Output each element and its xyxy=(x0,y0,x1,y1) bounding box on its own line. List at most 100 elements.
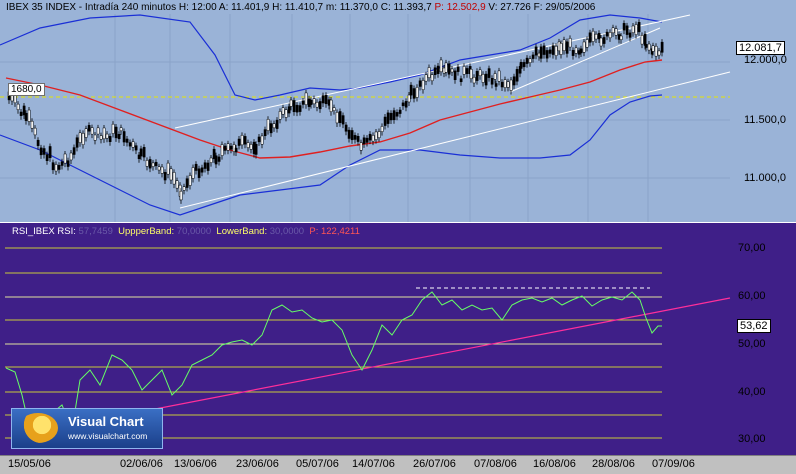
candle-body xyxy=(608,32,612,39)
candle-body xyxy=(166,162,170,175)
logo-url: www.visualchart.com xyxy=(68,431,148,441)
candle-body xyxy=(341,115,345,125)
date-label: 28/08/06 xyxy=(592,458,635,470)
candle-body xyxy=(194,163,198,171)
candle-body xyxy=(172,172,176,185)
candle-body xyxy=(122,131,126,143)
candle-body xyxy=(125,138,129,143)
candle-body xyxy=(591,30,595,42)
candle-body xyxy=(324,94,328,105)
level-tag: 1680,0 xyxy=(8,83,45,96)
candle-body xyxy=(96,127,100,135)
visual-chart-logo: Visual Chart www.visualchart.com xyxy=(11,408,163,449)
candle-body xyxy=(214,155,218,165)
candle-body xyxy=(660,41,664,53)
candle-body xyxy=(99,135,103,140)
candle-body xyxy=(412,88,416,99)
candle-body xyxy=(548,49,552,54)
candle-body xyxy=(75,137,79,148)
candle-body xyxy=(497,70,501,82)
price-panel[interactable] xyxy=(0,0,796,223)
candle-body xyxy=(424,74,428,82)
candle-body xyxy=(371,135,375,142)
candle-body xyxy=(69,152,73,161)
candle-body xyxy=(554,45,558,56)
candle-body xyxy=(568,38,572,48)
candle-body xyxy=(321,95,325,104)
candle-body xyxy=(456,66,460,72)
candle-body xyxy=(654,45,658,57)
candle-body xyxy=(54,164,58,172)
candle-body xyxy=(289,99,293,107)
candle-body xyxy=(63,153,67,164)
candle-body xyxy=(430,74,434,82)
candle-body xyxy=(562,39,566,51)
candle-body xyxy=(522,62,526,68)
candle-body xyxy=(272,123,276,129)
candle-body xyxy=(315,102,319,108)
candle-body xyxy=(444,62,448,73)
candle-body xyxy=(266,119,270,131)
candle-body xyxy=(223,145,227,151)
candle-body xyxy=(338,111,342,123)
candle-body xyxy=(383,116,387,126)
candle-body xyxy=(386,112,390,124)
candle-body xyxy=(260,135,264,145)
candle-body xyxy=(574,47,578,54)
candle-body xyxy=(335,112,339,124)
price-label-11500: 11.500,0 xyxy=(744,114,787,126)
candle-body xyxy=(78,132,82,143)
candle-body xyxy=(582,41,586,53)
candle-body xyxy=(263,129,267,137)
candle-body xyxy=(182,186,186,191)
candle-body xyxy=(33,127,37,136)
candle-body xyxy=(209,157,213,163)
candle-body xyxy=(619,35,623,40)
candle-body xyxy=(637,22,641,33)
candle-body xyxy=(418,80,422,87)
candle-body xyxy=(93,134,97,141)
candle-body xyxy=(163,172,167,181)
candle-body xyxy=(611,27,615,34)
date-label: 16/08/06 xyxy=(533,458,576,470)
candle-body xyxy=(318,101,322,110)
candle-body xyxy=(421,80,425,90)
logo-title: Visual Chart xyxy=(68,414,144,429)
candle-body xyxy=(27,109,31,122)
candle-body xyxy=(605,31,609,37)
candle-body xyxy=(453,70,457,81)
candle-body xyxy=(506,81,510,88)
candle-body xyxy=(157,166,161,171)
candle-body xyxy=(298,105,302,112)
candle-body xyxy=(249,144,253,150)
candle-body xyxy=(494,83,498,87)
candle-body xyxy=(36,139,40,146)
candle-body xyxy=(117,134,121,140)
candle-body xyxy=(19,111,23,116)
candle-body xyxy=(389,112,393,121)
candle-body xyxy=(362,137,366,145)
candle-body xyxy=(243,136,247,145)
candle-body xyxy=(640,35,644,45)
candle-body xyxy=(512,76,516,86)
candle-body xyxy=(559,43,563,55)
candle-body xyxy=(275,119,279,129)
candle-body xyxy=(631,25,635,33)
candle-body xyxy=(51,162,55,171)
candle-body xyxy=(57,165,61,170)
candle-body xyxy=(588,32,592,43)
candle-body xyxy=(622,23,626,31)
date-label: 26/07/06 xyxy=(413,458,456,470)
candle-body xyxy=(105,133,109,139)
candle-body xyxy=(597,32,601,40)
candle-body xyxy=(585,39,589,48)
candle-body xyxy=(197,168,201,178)
candle-body xyxy=(409,84,413,96)
candle-body xyxy=(312,98,316,105)
candle-body xyxy=(179,190,183,201)
candle-body xyxy=(22,105,26,116)
candle-body xyxy=(531,54,535,59)
candle-body xyxy=(292,100,296,113)
candle-body xyxy=(142,147,146,158)
